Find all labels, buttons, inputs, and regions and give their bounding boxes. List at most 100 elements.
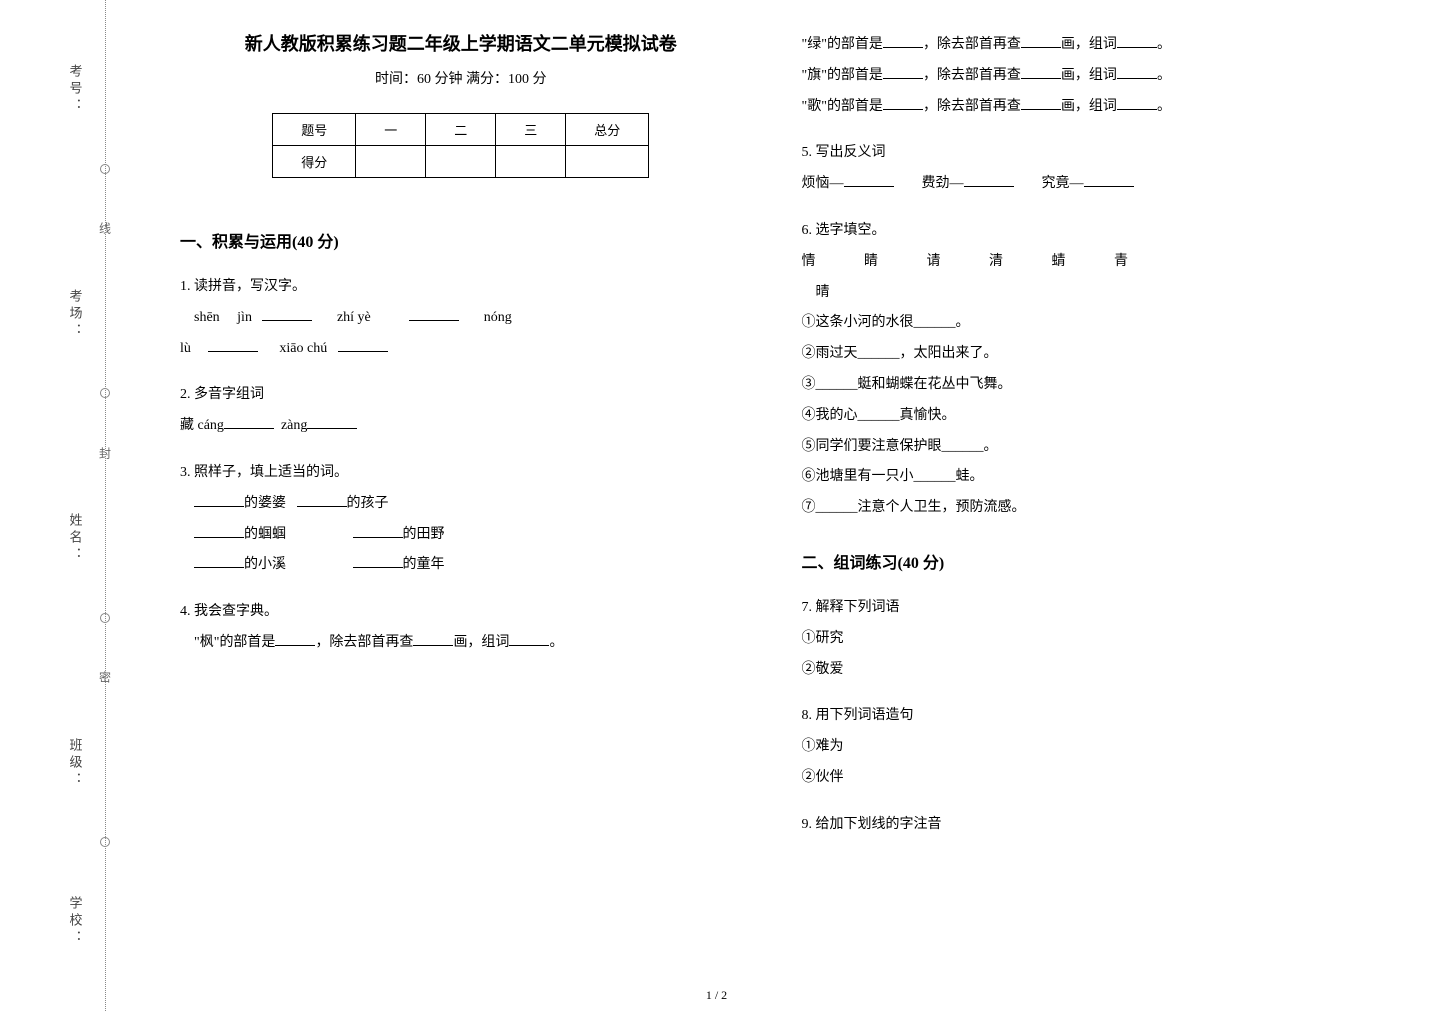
section-title: 一、积累与运用(40 分) — [180, 228, 742, 252]
exam-subtitle: 时间：60 分钟 满分：100 分 — [180, 68, 742, 88]
text: 藏 cáng — [180, 418, 224, 433]
question-label: 6. 选字填空。 — [802, 216, 1364, 247]
char-option: 晴 — [816, 278, 830, 309]
pinyin: shēn — [194, 310, 220, 325]
char: 旗 — [807, 68, 821, 83]
fill-blank[interactable] — [1021, 32, 1061, 48]
char-option: 蜻 — [1052, 247, 1066, 278]
score-header: 题号 — [273, 114, 356, 146]
text: 费劲— — [922, 176, 964, 191]
char-option: 清 — [989, 247, 1003, 278]
question-9: 9. 给加下划线的字注音 — [802, 810, 1364, 841]
fill-blank[interactable] — [883, 94, 923, 110]
fill-blank[interactable] — [194, 552, 244, 568]
fill-blank[interactable] — [409, 305, 459, 321]
text: 。 — [1157, 37, 1171, 52]
score-header: 总分 — [566, 114, 649, 146]
text: 的小溪 — [244, 557, 286, 572]
fill-line: 的小溪 的童年 — [180, 550, 742, 581]
question-3: 3. 照样子，填上适当的词。 的婆婆 的孩子 的蝈蝈 的田野 的小溪 的童年 — [180, 458, 742, 581]
char-option: 青 — [1114, 247, 1128, 278]
text: 烦恼— — [802, 176, 844, 191]
score-header: 三 — [496, 114, 566, 146]
score-table: 题号 一 二 三 总分 得分 — [272, 113, 649, 178]
question-4: 4. 我会查字典。 "枫"的部首是，除去部首再查画，组词。 — [180, 597, 742, 659]
pinyin: lù — [180, 341, 191, 356]
question-1: 1. 读拼音，写汉字。 shēn jìn zhí yè nóng lù xiāo… — [180, 272, 742, 364]
text: 画，组词 — [453, 635, 509, 650]
question-label: 3. 照样子，填上适当的词。 — [180, 458, 742, 489]
binding-dotted-line — [105, 0, 106, 1011]
fill-blank[interactable] — [1084, 171, 1134, 187]
item: ①研究 — [802, 624, 1364, 655]
score-header: 一 — [356, 114, 426, 146]
text: 的部首是 — [827, 68, 883, 83]
fill-line: 的婆婆 的孩子 — [180, 489, 742, 520]
fill-blank[interactable] — [224, 413, 274, 429]
exam-title: 新人教版积累练习题二年级上学期语文二单元模拟试卷 — [180, 30, 742, 56]
pinyin-line: shēn jìn zhí yè nóng — [180, 303, 742, 334]
section-title: 二、组词练习(40 分) — [802, 549, 1364, 573]
fill-blank[interactable] — [262, 305, 312, 321]
score-cell — [426, 146, 496, 178]
text: 的田野 — [403, 527, 445, 542]
question-label: 4. 我会查字典。 — [180, 597, 742, 628]
question-7: 7. 解释下列词语 ①研究 ②敬爱 — [802, 593, 1364, 685]
fill-blank[interactable] — [1117, 94, 1157, 110]
question-label: 1. 读拼音，写汉字。 — [180, 272, 742, 303]
dict-line: "歌"的部首是，除去部首再查画，组词。 — [802, 92, 1364, 123]
fill-blank[interactable] — [208, 336, 258, 352]
fill-blank[interactable] — [844, 171, 894, 187]
dict-line: "旗"的部首是，除去部首再查画，组词。 — [802, 61, 1364, 92]
fill-blank[interactable] — [275, 630, 315, 646]
fill-blank[interactable] — [413, 630, 453, 646]
pinyin: zhí yè — [337, 310, 371, 325]
char-option: 情 — [802, 247, 816, 278]
page-content: 新人教版积累练习题二年级上学期语文二单元模拟试卷 时间：60 分钟 满分：100… — [150, 30, 1393, 981]
fill-blank[interactable] — [883, 63, 923, 79]
fill-blank[interactable] — [353, 552, 403, 568]
text: 画，组词 — [1061, 37, 1117, 52]
text: 。 — [549, 635, 563, 650]
text: 的童年 — [403, 557, 445, 572]
fill-blank[interactable] — [883, 32, 923, 48]
item: ①难为 — [802, 732, 1364, 763]
question-5: 5. 写出反义词 烦恼— 费劲— 究竟— — [802, 138, 1364, 200]
question-8: 8. 用下列词语造句 ①难为 ②伙伴 — [802, 701, 1364, 793]
text: 的部首是 — [827, 99, 883, 114]
question-label: 2. 多音字组词 — [180, 380, 742, 411]
text: 的蝈蝈 — [244, 527, 286, 542]
fill-blank[interactable] — [1117, 32, 1157, 48]
fill-blank[interactable] — [307, 413, 357, 429]
binding-edge: 考号： 线 考场： 封 姓名： 密 班级： 学校： — [45, 0, 105, 1011]
page-number: 1 / 2 — [706, 988, 727, 1003]
item: ②伙伴 — [802, 763, 1364, 794]
score-cell — [566, 146, 649, 178]
fill-blank[interactable] — [297, 491, 347, 507]
table-row: 得分 — [273, 146, 649, 178]
text: zàng — [281, 418, 307, 433]
fill-blank[interactable] — [964, 171, 1014, 187]
fill-blank[interactable] — [194, 491, 244, 507]
text: 的部首是 — [219, 635, 275, 650]
text: 。 — [1157, 99, 1171, 114]
char-options: 晴 — [802, 278, 1364, 309]
fill-blank[interactable] — [1021, 63, 1061, 79]
fill-line: 的蝈蝈 的田野 — [180, 520, 742, 551]
question-6: 6. 选字填空。 情 睛 请 清 蜻 青 晴 ①这条小河的水很______。 ②… — [802, 216, 1364, 524]
text: 的孩子 — [347, 496, 389, 511]
fill-line: ⑤同学们要注意保护眼______。 — [802, 432, 1364, 463]
fill-line: ①这条小河的水很______。 — [802, 308, 1364, 339]
fill-blank[interactable] — [338, 336, 388, 352]
fill-blank[interactable] — [1117, 63, 1157, 79]
score-cell — [496, 146, 566, 178]
pinyin: xiāo chú — [279, 341, 327, 356]
fill-blank[interactable] — [509, 630, 549, 646]
fill-blank[interactable] — [1021, 94, 1061, 110]
question-label: 5. 写出反义词 — [802, 138, 1364, 169]
fill-line: ④我的心______真愉快。 — [802, 401, 1364, 432]
fill-blank[interactable] — [194, 522, 244, 538]
fill-blank[interactable] — [353, 522, 403, 538]
text: ，除去部首再查 — [923, 37, 1021, 52]
question-label: 8. 用下列词语造句 — [802, 701, 1364, 732]
